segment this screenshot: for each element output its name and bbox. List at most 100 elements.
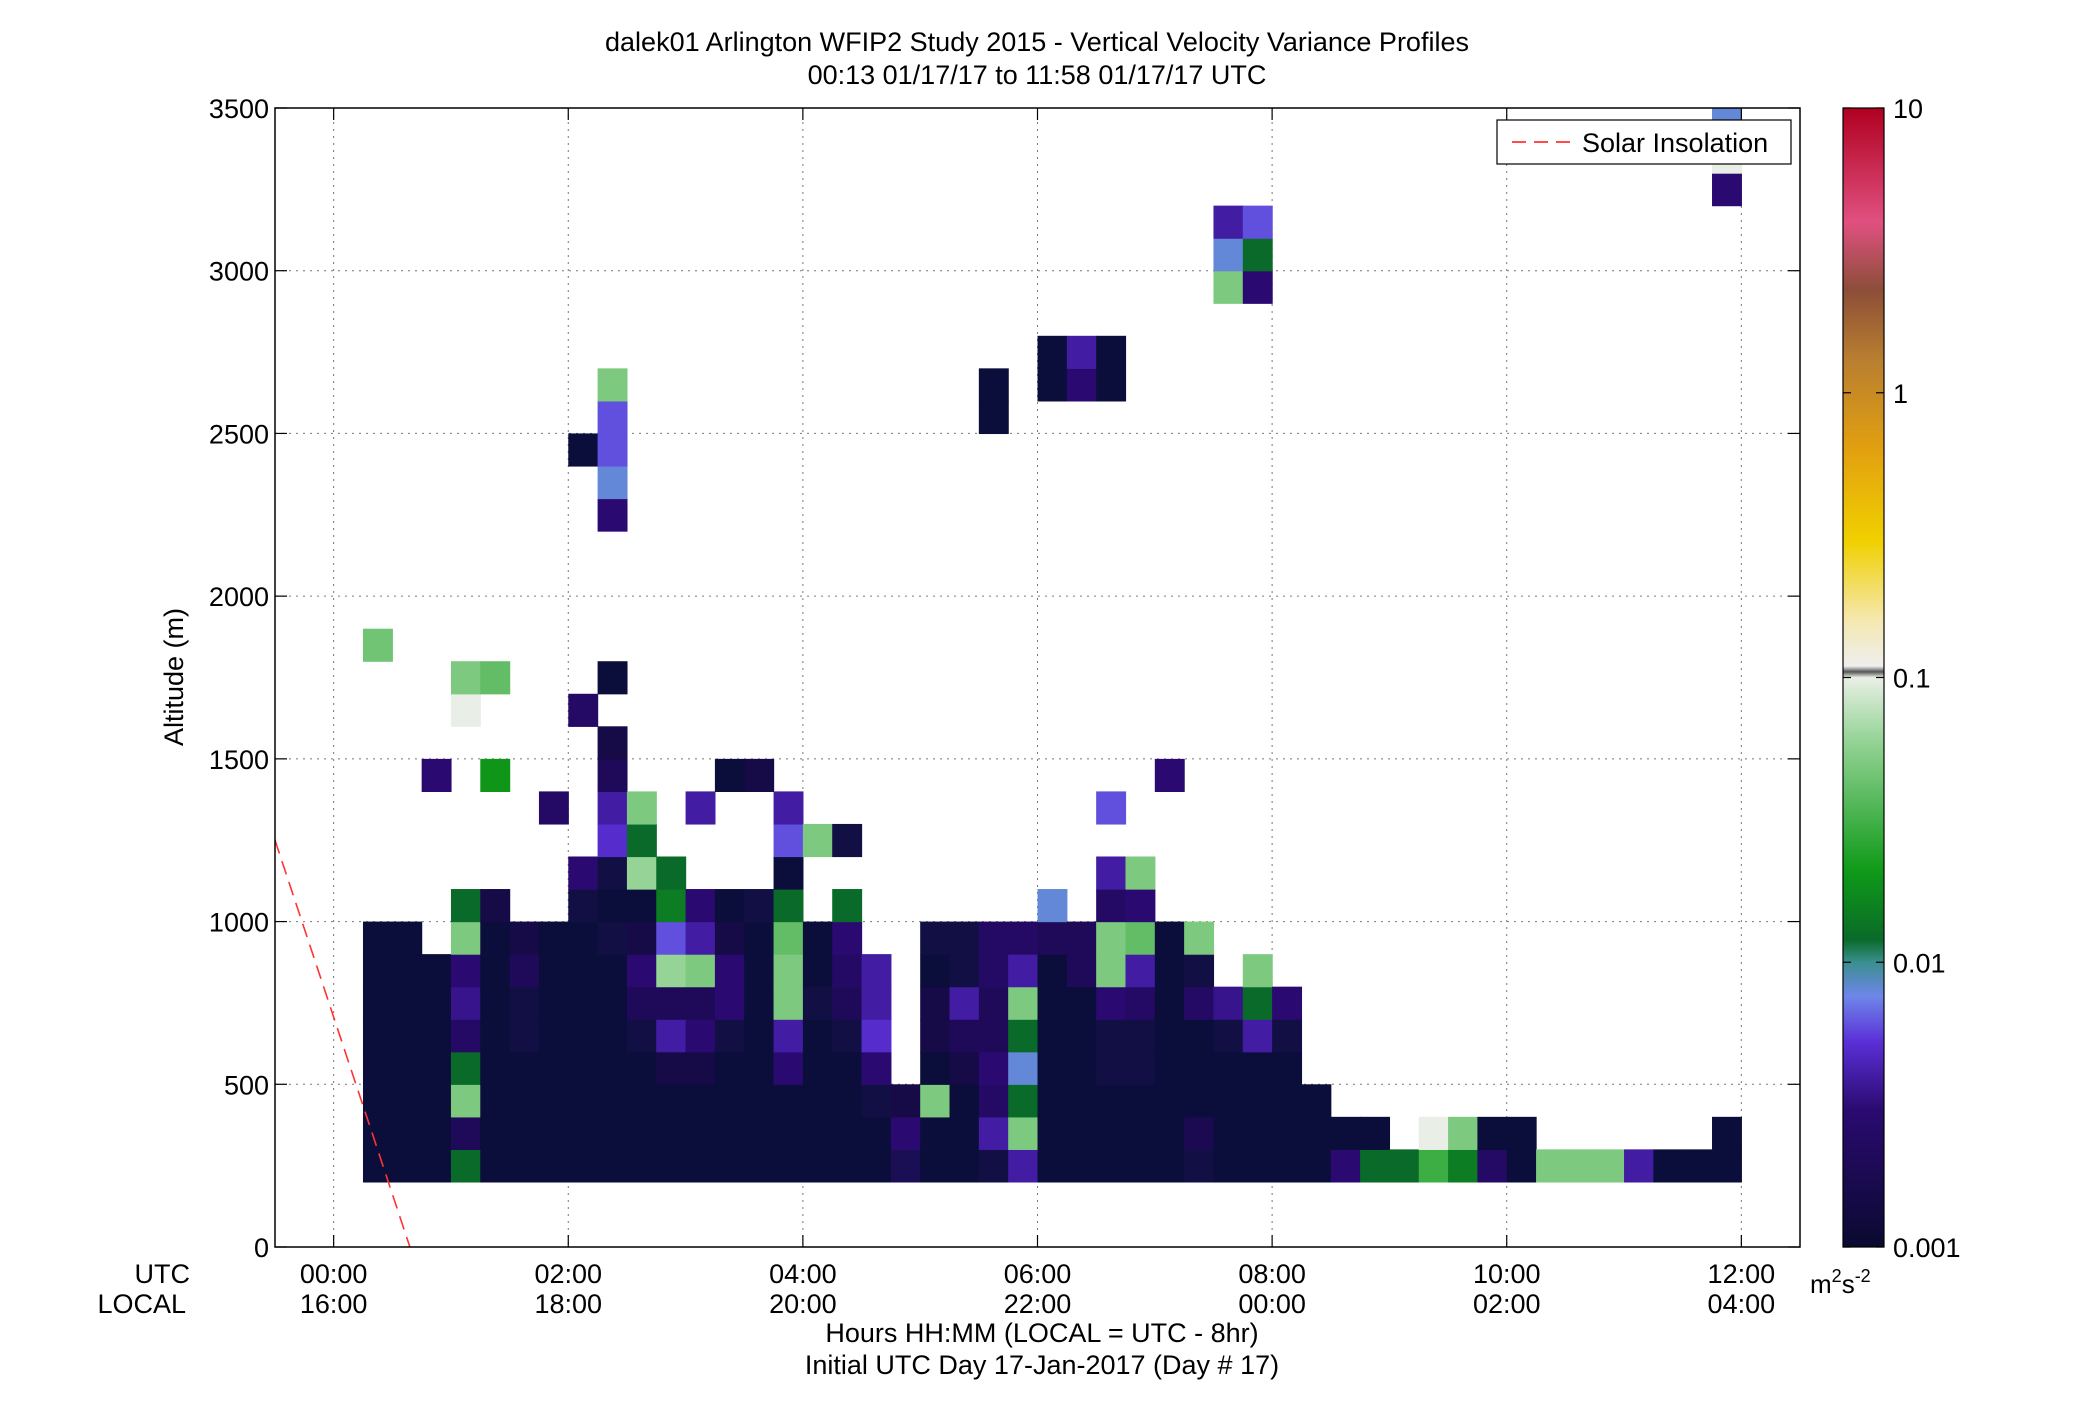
heatmap-cell — [978, 368, 1009, 402]
y-tick-label: 0 — [254, 1233, 269, 1263]
heatmap-cell — [656, 856, 687, 890]
heatmap-cell — [1037, 921, 1068, 955]
heatmap-cell — [1213, 986, 1244, 1020]
heatmap-cell — [1096, 1019, 1127, 1053]
heatmap-cell — [832, 1084, 863, 1118]
heatmap-cell — [392, 1149, 423, 1183]
heatmap-cell — [802, 1149, 833, 1183]
heatmap-cell — [1242, 1084, 1273, 1118]
heatmap-cell — [744, 1149, 775, 1183]
heatmap-cell — [802, 1116, 833, 1150]
heatmap-cell — [450, 1084, 481, 1118]
heatmap-cell — [1154, 1149, 1185, 1183]
heatmap-cell — [1184, 921, 1215, 955]
heatmap-cell — [626, 791, 657, 825]
colorbar-tick-label: 10 — [1893, 94, 1923, 124]
heatmap-cell — [538, 1051, 569, 1085]
heatmap-cell — [1096, 1051, 1127, 1085]
heatmap-cell — [1624, 1149, 1654, 1183]
heatmap-cell — [1242, 986, 1273, 1020]
heatmap-cell — [1096, 986, 1127, 1020]
heatmap-cell — [685, 1084, 716, 1118]
heatmap-cell — [1301, 1084, 1332, 1118]
heatmap-cell — [1360, 1149, 1391, 1183]
heatmap-cell — [480, 758, 511, 792]
x-tick-label-utc: 02:00 — [534, 1259, 602, 1289]
heatmap-cell — [773, 1019, 804, 1053]
heatmap-cell — [1096, 1149, 1127, 1183]
heatmap-cell — [949, 1019, 980, 1053]
heatmap-cell — [802, 1019, 833, 1053]
heatmap-cell — [450, 1051, 481, 1085]
heatmap-cell — [890, 1149, 921, 1183]
x-tick-label-utc: 10:00 — [1473, 1259, 1541, 1289]
heatmap-cell — [1008, 1116, 1039, 1150]
heatmap-cell — [1213, 1084, 1244, 1118]
heatmap-cell — [1242, 1149, 1273, 1183]
y-tick-label: 3500 — [209, 94, 269, 124]
legend-entry-label: Solar Insolation — [1582, 128, 1768, 158]
heatmap-cell — [1272, 986, 1303, 1020]
heatmap-cell — [978, 400, 1009, 435]
heatmap-cell — [1272, 1149, 1303, 1183]
heatmap-cell — [832, 1116, 863, 1150]
heatmap-cell — [656, 921, 687, 955]
heatmap-cell — [1418, 1149, 1449, 1183]
y-tick-label: 3000 — [209, 257, 269, 287]
heatmap-cell — [626, 1116, 657, 1150]
heatmap-cell — [1448, 1149, 1479, 1183]
heatmap-cell — [1037, 1149, 1068, 1183]
heatmap-cell — [626, 986, 657, 1020]
heatmap-cell — [685, 1051, 716, 1085]
heatmap-cell — [714, 1019, 745, 1053]
heatmap-cell — [1242, 270, 1273, 304]
colorbar-tick-label: 1 — [1893, 379, 1908, 409]
heatmap-cell — [685, 889, 716, 923]
heatmap-cell — [920, 1149, 951, 1183]
heatmap-cell — [802, 1084, 833, 1118]
heatmap-cell — [1301, 1116, 1332, 1150]
x-tick-label-local: 16:00 — [300, 1289, 368, 1319]
heatmap-cell — [1096, 889, 1127, 923]
heatmap-cell — [978, 921, 1009, 955]
colorbar: 0.001 0.01 0.1 1 10 m2s-2 — [1810, 94, 1961, 1299]
heatmap-cell — [744, 954, 775, 988]
heatmap-cell — [509, 921, 540, 955]
heatmap-cell — [1096, 921, 1127, 955]
heatmap-cell — [597, 791, 628, 825]
heatmap-cell — [450, 889, 481, 923]
heatmap-cell — [1096, 791, 1127, 825]
heatmap-cell — [509, 1149, 540, 1183]
heatmap-cell — [626, 1051, 657, 1085]
heatmap-cell — [832, 921, 863, 955]
heatmap-cell — [1272, 1019, 1303, 1053]
heatmap-cell — [978, 1051, 1009, 1085]
heatmap-cell — [773, 1116, 804, 1150]
heatmap-cell — [861, 954, 892, 988]
heatmap-cell — [1184, 1084, 1215, 1118]
heatmap-cell — [1594, 1149, 1625, 1183]
heatmap-cell — [597, 661, 628, 695]
heatmap-cell — [597, 758, 628, 792]
heatmap-cell — [1008, 1149, 1039, 1183]
heatmap-cell — [1712, 1116, 1742, 1150]
heatmap-cell — [597, 465, 628, 500]
heatmap-cell — [568, 889, 599, 923]
heatmap-cell — [920, 954, 951, 988]
heatmap-cell — [480, 954, 511, 988]
heatmap-cell — [1037, 1051, 1068, 1085]
heatmap-cell — [1184, 954, 1215, 988]
colorbar-tick-label: 0.1 — [1893, 664, 1931, 694]
heatmap-cell — [685, 1019, 716, 1053]
heatmap-cell — [450, 1116, 481, 1150]
heatmap-cell — [1037, 368, 1068, 402]
heatmap-cell — [362, 628, 393, 662]
heatmap-cell — [1184, 1019, 1215, 1053]
colorbar-tick-label: 0.01 — [1893, 948, 1946, 978]
heatmap-cell — [1242, 1116, 1273, 1150]
heatmap-cell — [714, 1149, 745, 1183]
heatmap-cell — [1096, 368, 1127, 402]
heatmap-cell — [861, 1019, 892, 1053]
heatmap-cell — [538, 1116, 569, 1150]
heatmap-cell — [480, 1116, 511, 1150]
